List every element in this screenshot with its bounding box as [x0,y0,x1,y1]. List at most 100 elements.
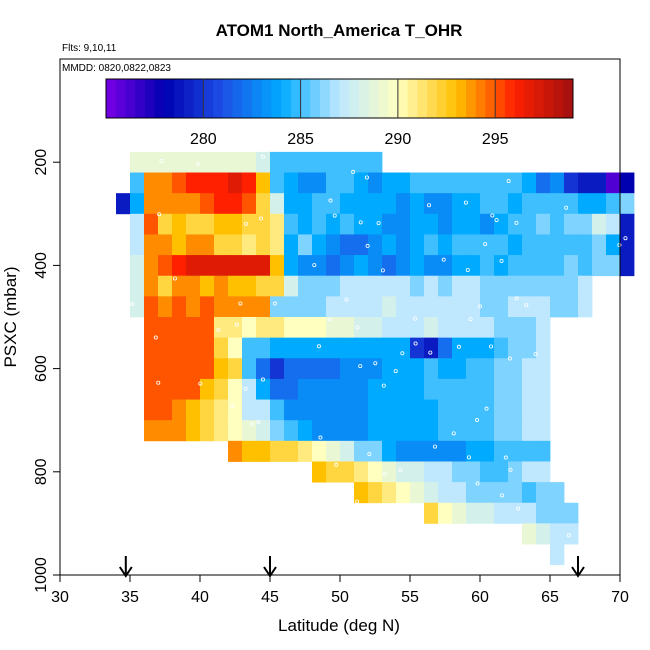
heatmap-cell [424,399,439,421]
heatmap-cell [592,193,607,215]
heatmap-cell [508,440,523,462]
heatmap-cell [158,337,173,359]
heatmap-cell [228,296,243,318]
heatmap-cell [550,275,565,297]
colorbar-segment [251,79,263,118]
heatmap-cell [186,378,201,400]
heatmap-cell [312,193,327,215]
heatmap-cell [354,317,369,339]
heatmap-cell [256,378,271,400]
heatmap-cell [382,358,397,380]
heatmap-cell [326,151,341,173]
heatmap-cell [284,213,299,235]
observation-point [376,221,381,226]
heatmap-cell [522,213,537,235]
heatmap-cell [438,440,453,462]
heatmap-cell [606,255,621,277]
latitude-arrow-head [571,566,585,578]
heatmap-cell [326,358,341,380]
heatmap-cell [424,420,439,442]
observation-point [516,506,521,511]
heatmap-cell [326,461,341,483]
heatmap-cell [424,502,439,524]
heatmap-cell [340,461,355,483]
observation-point [483,242,488,247]
heatmap-cell [116,193,131,215]
heatmap-cell [326,275,341,297]
heatmap-cell [214,358,229,380]
heatmap-cell [298,440,313,462]
colorbar-segment [504,79,516,118]
colorbar-segment [320,79,331,118]
heatmap-cell [200,378,215,400]
heatmap-cell [228,193,243,215]
heatmap-cell [466,399,481,421]
x-axis-label: Latitude (deg N) [278,616,400,635]
heatmap-cell [284,275,299,297]
colorbar-segment [378,79,389,118]
heatmap-cell [536,482,551,504]
y-axis-label: PSXC (mbar) [1,266,20,367]
observation-point [234,322,239,327]
heatmap-cell [214,234,229,256]
heatmap-cell [578,296,593,318]
heatmap-cell [326,296,341,318]
heatmap-cell [410,213,425,235]
observation-point [216,327,221,332]
heatmap-cell [536,234,551,256]
heatmap-cell [186,317,201,339]
heatmap-cell [298,420,313,442]
heatmap-cell [410,378,425,400]
heatmap-cell [536,213,551,235]
heatmap-cell [186,213,201,235]
heatmap-cell [214,420,229,442]
observation-point [524,303,529,308]
heatmap-cell [536,337,551,359]
heatmap-cell [508,234,523,256]
y-tick-label: 800 [33,458,50,485]
heatmap-cell [494,275,509,297]
heatmap-cell [270,234,285,256]
heatmap-cell [284,337,299,359]
colorbar-segment [271,79,282,118]
heatmap-cell [298,213,313,235]
heatmap-cell [480,440,495,462]
observation-point [506,179,511,184]
heatmap-cell [550,213,565,235]
heatmap-cell [158,317,173,339]
y-tick-label: 600 [33,355,50,382]
heatmap-cell [312,275,327,297]
colorbar-segment [407,79,418,118]
heatmap-cell [522,523,537,545]
observation-point [129,302,134,307]
heatmap-cell [368,420,383,442]
observation-point [484,406,489,411]
heatmap-cell [396,317,411,339]
heatmap-cell [382,172,397,194]
heatmap-cell [312,358,327,380]
heatmap-cell [368,213,383,235]
heatmap-cell [494,213,509,235]
heatmap-cell [214,151,229,173]
heatmap-cell [382,399,397,421]
heatmap-cell [522,461,537,483]
heatmap-cell [410,440,425,462]
heatmap-cell [508,337,523,359]
heatmap-cell [256,440,271,462]
observation-point [373,361,378,366]
colorbar-segment [427,79,438,118]
heatmap-cell [466,337,481,359]
colorbar-segment [135,79,146,118]
observation-point [364,175,369,180]
heatmap-cell [368,399,383,421]
heatmap-cell [424,317,439,339]
observation-point [344,297,349,302]
y-axis: 200 400 600 800 1000 [33,149,60,593]
heatmap-cell [522,399,537,421]
heatmap-cell [284,358,299,380]
observation-point [327,317,332,322]
heatmap-cell [480,172,495,194]
heatmap-cell [536,461,551,483]
heatmap-cell [508,378,523,400]
heatmap-cell [522,275,537,297]
